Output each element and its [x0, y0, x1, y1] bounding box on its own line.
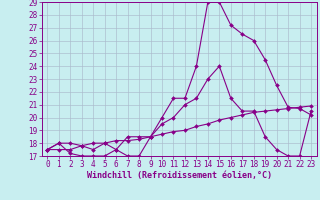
- X-axis label: Windchill (Refroidissement éolien,°C): Windchill (Refroidissement éolien,°C): [87, 171, 272, 180]
